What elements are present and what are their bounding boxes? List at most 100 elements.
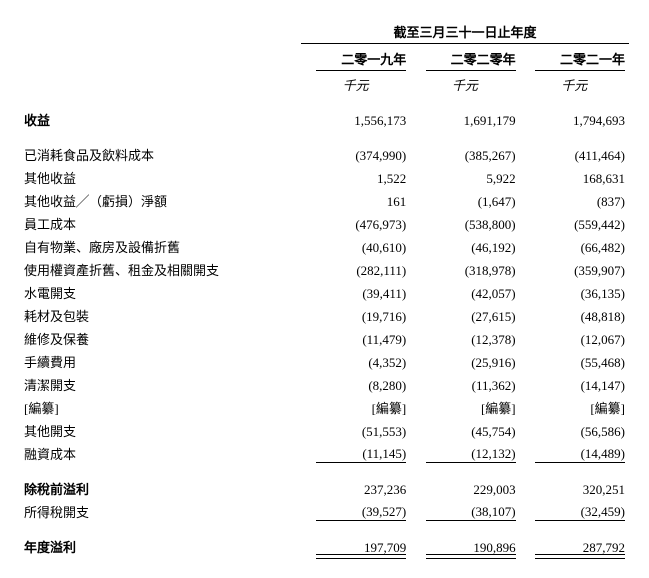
row-value: (12,378) [426,332,516,348]
row-value: 197,709 [316,540,406,556]
row-value: (32,459) [535,504,625,521]
table-row: 耗材及包裝 (19,716) (27,615) (48,818) [20,304,629,327]
row-label: [編纂] [20,396,301,419]
row-value: (4,352) [316,355,406,371]
row-label: 清潔開支 [20,373,301,396]
row-value: [編纂] [316,398,406,417]
row-label: 手續費用 [20,350,301,373]
row-value: (38,107) [426,504,516,521]
row-value: 320,251 [535,482,625,498]
row-value: (282,111) [316,263,406,279]
unit-3: 千元 [520,73,629,96]
year-2: 二零二零年 [426,46,516,71]
row-label: 融資成本 [20,442,301,465]
table-row: 水電開支(39,411)(42,057)(36,135) [20,281,629,304]
table-row: 清潔開支 (8,280) (11,362) (14,147) [20,373,629,396]
row-label: 使用權資產折舊、租金及相關開支 [20,258,301,281]
row-label: 其他開支 [20,419,301,442]
row-value: (25,916) [426,355,516,371]
row-value: (385,267) [426,148,516,164]
row-value: (27,615) [426,309,516,325]
financial-table: 截至三月三十一日止年度 二零一九年 二零二零年 二零二一年 千元 千元 千元 收… [20,20,629,558]
row-value: (39,411) [316,286,406,302]
table-row: 所得稅開支 (39,527) (38,107) (32,459) [20,500,629,523]
row-value: [編纂] [426,398,516,417]
row-value: (1,647) [426,194,516,210]
row-value: (411,464) [535,148,625,164]
row-value: (11,145) [316,446,406,463]
row-value: (318,978) [426,263,516,279]
row-label: 其他收益╱（虧損）淨額 [20,189,301,212]
row-value: (36,135) [535,286,625,302]
row-value: (39,527) [316,504,406,521]
header-years-row: 二零一九年 二零二零年 二零二一年 [20,44,629,74]
row-value: 161 [316,194,406,210]
table-row: 其他收益╱（虧損）淨額 161 (1,647) (837) [20,189,629,212]
row-value: (8,280) [316,378,406,394]
row-value: (19,716) [316,309,406,325]
unit-2: 千元 [410,73,519,96]
row-label: 收益 [20,108,301,131]
row-value: (11,479) [316,332,406,348]
row-value: (476,973) [316,217,406,233]
row-value: 287,792 [535,540,625,556]
row-value: (837) [535,194,625,210]
row-value: 5,922 [426,171,516,187]
row-value: (12,132) [426,446,516,463]
row-label: 自有物業、廠房及設備折舊 [20,235,301,258]
row-value: 237,236 [316,482,406,498]
row-value: 229,003 [426,482,516,498]
row-value: 1,556,173 [316,113,406,129]
row-value: (12,067) [535,332,625,348]
header-units-row: 千元 千元 千元 [20,73,629,96]
table-row: 收益 1,556,173 1,691,179 1,794,693 [20,108,629,131]
row-value: (45,754) [426,424,516,440]
table-row: 手續費用 (4,352) (25,916) (55,468) [20,350,629,373]
row-value: (55,468) [535,355,625,371]
row-value: (14,489) [535,446,625,463]
row-value: (14,147) [535,378,625,394]
table-row: 融資成本 (11,145) (12,132) (14,489) [20,442,629,465]
row-value: 190,896 [426,540,516,556]
row-value: 1,794,693 [535,113,625,129]
period-title: 截至三月三十一日止年度 [301,20,629,44]
table-row: 員工成本 (476,973) (538,800) (559,442) [20,212,629,235]
row-label: 維修及保養 [20,327,301,350]
row-value: (66,482) [535,240,625,256]
table-row: [編纂] [編纂] [編纂] [編纂] [20,396,629,419]
row-value: (40,610) [316,240,406,256]
table-row: 已消耗食品及飲料成本 (374,990) (385,267) (411,464) [20,143,629,166]
row-value: (538,800) [426,217,516,233]
row-value: [編纂] [535,398,625,417]
table-row: 使用權資產折舊、租金及相關開支 (282,111) (318,978) (359,90… [20,258,629,281]
row-value: 1,691,179 [426,113,516,129]
row-value: (51,553) [316,424,406,440]
header-period-row: 截至三月三十一日止年度 [20,20,629,44]
row-value: (46,192) [426,240,516,256]
row-label: 年度溢利 [20,535,301,558]
row-value: (48,818) [535,309,625,325]
row-label: 耗材及包裝 [20,304,301,327]
table-row: 年度溢利 197,709 190,896 287,792 [20,535,629,558]
row-label: 所得稅開支 [20,500,301,523]
year-3: 二零二一年 [535,46,625,71]
unit-1: 千元 [301,73,410,96]
table-row: 其他開支 (51,553) (45,754) (56,586) [20,419,629,442]
row-value: (359,907) [535,263,625,279]
row-label: 已消耗食品及飲料成本 [20,143,301,166]
row-value: (374,990) [316,148,406,164]
row-value: 168,631 [535,171,625,187]
table-row: 其他收益 1,522 5,922 168,631 [20,166,629,189]
row-label: 其他收益 [20,166,301,189]
row-value: (56,586) [535,424,625,440]
year-1: 二零一九年 [316,46,406,71]
table-row: 維修及保養 (11,479) (12,378) (12,067) [20,327,629,350]
row-value: (559,442) [535,217,625,233]
table-row: 除稅前溢利 237,236 229,003 320,251 [20,477,629,500]
row-value: (11,362) [426,378,516,394]
row-label: 員工成本 [20,212,301,235]
row-label: 除稅前溢利 [20,477,301,500]
table-row: 自有物業、廠房及設備折舊 (40,610) (46,192) (66,482) [20,235,629,258]
row-value: 1,522 [316,171,406,187]
row-label: 水電開支 [20,281,301,304]
